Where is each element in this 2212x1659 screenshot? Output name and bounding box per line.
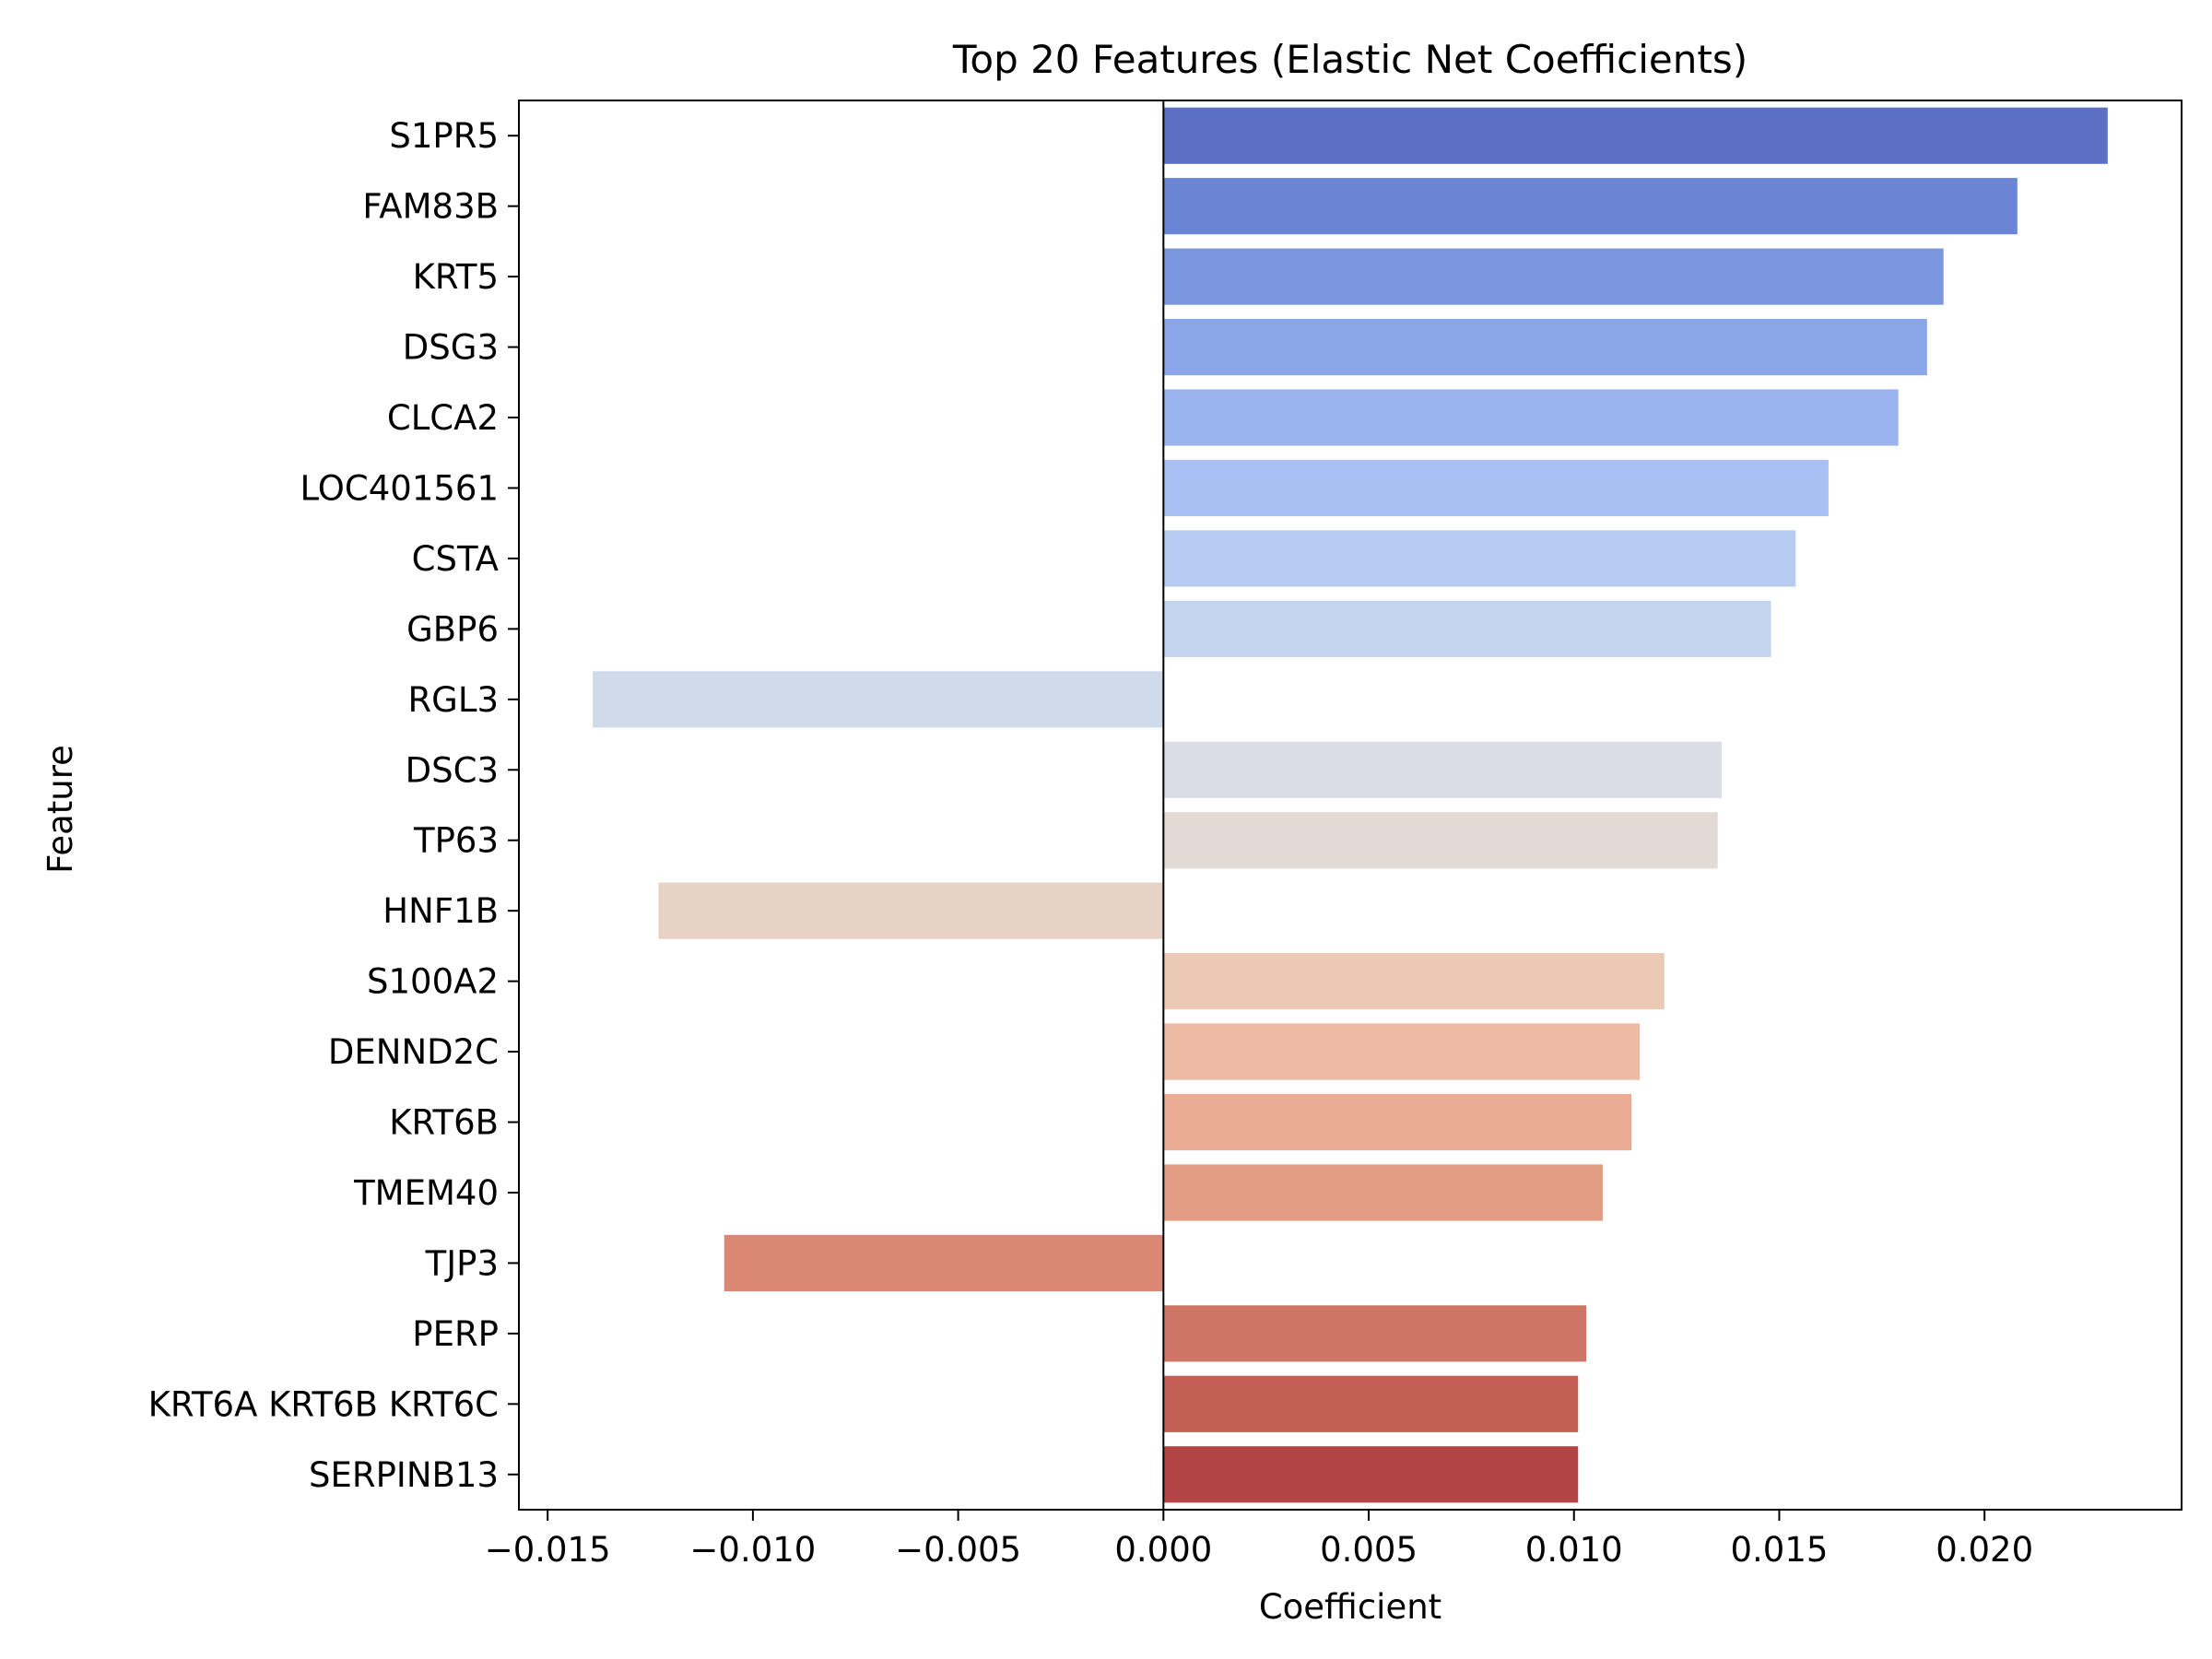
chart-title: Top 20 Features (Elastic Net Coefficient… [952, 37, 1747, 82]
y-tick-label: LOC401561 [300, 468, 500, 508]
bar-6 [1163, 530, 1796, 587]
y-tick-label: GBP6 [406, 609, 499, 649]
y-tick-label: SERPINB13 [309, 1455, 499, 1495]
x-tick-label: −0.005 [895, 1530, 1021, 1570]
bar-3 [1163, 318, 1927, 376]
bar-15 [1163, 1164, 1603, 1221]
bars-group [593, 107, 2108, 1503]
y-tick-label: HNF1B [382, 891, 499, 931]
bar-17 [1163, 1305, 1587, 1362]
y-tick-label: CSTA [412, 539, 499, 579]
x-tick-label: −0.015 [485, 1530, 611, 1570]
x-tick-group: −0.015 −0.010 −0.005 0.000 0.005 0.010 0.015 0.… [485, 1510, 2033, 1570]
bar-2 [1163, 248, 1944, 305]
bar-12 [1163, 953, 1665, 1010]
y-tick-label: S1PR5 [389, 116, 499, 156]
x-tick-label: 0.000 [1114, 1530, 1212, 1570]
x-tick-label: 0.020 [1936, 1530, 2033, 1570]
bar-10 [1163, 812, 1718, 869]
x-axis-label: Coefficient [1259, 1587, 1441, 1627]
x-tick-label: 0.005 [1320, 1530, 1418, 1570]
y-tick-label: KRT6A KRT6B KRT6C [148, 1384, 499, 1424]
bar-18 [1163, 1375, 1579, 1432]
y-tick-label: KRT6B [389, 1103, 499, 1143]
y-tick-label: CLCA2 [387, 398, 499, 438]
x-tick-label: −0.010 [689, 1530, 816, 1570]
y-tick-label: RGL3 [407, 680, 499, 720]
bar-4 [1163, 389, 1899, 446]
bar-11 [658, 882, 1164, 939]
bar-7 [1163, 600, 1771, 657]
plot-frame [518, 100, 2183, 1511]
y-tick-label: FAM83B [362, 187, 499, 227]
bar-14 [1163, 1093, 1632, 1151]
y-tick-label: TJP3 [425, 1243, 499, 1283]
y-tick-label: TP63 [413, 821, 499, 861]
y-tick-label: TMEM40 [353, 1173, 499, 1213]
bar-1 [1163, 178, 2018, 235]
x-tick-label: 0.015 [1731, 1530, 1829, 1570]
bar-19 [1163, 1446, 1579, 1503]
y-tick-label: S100A2 [367, 962, 499, 1002]
y-tick-label: KRT5 [413, 257, 499, 297]
y-axis-label: Feature [41, 745, 80, 874]
x-tick-label: 0.010 [1525, 1530, 1623, 1570]
y-tick-label: DENND2C [328, 1032, 499, 1072]
bar-0 [1163, 107, 2108, 164]
bar-9 [1163, 741, 1723, 798]
y-tick-label: DSG3 [403, 328, 499, 368]
bar-8 [593, 671, 1164, 728]
y-tick-label: DSC3 [406, 750, 499, 790]
y-tick-group: S1PR5 FAM83B KRT5 DSG3 CLCA2 LOC401561 CSTA GBP… [148, 116, 519, 1495]
bar-5 [1163, 459, 1829, 517]
y-tick-label: PERP [412, 1314, 499, 1354]
bar-16 [724, 1234, 1164, 1292]
bar-13 [1163, 1023, 1641, 1080]
